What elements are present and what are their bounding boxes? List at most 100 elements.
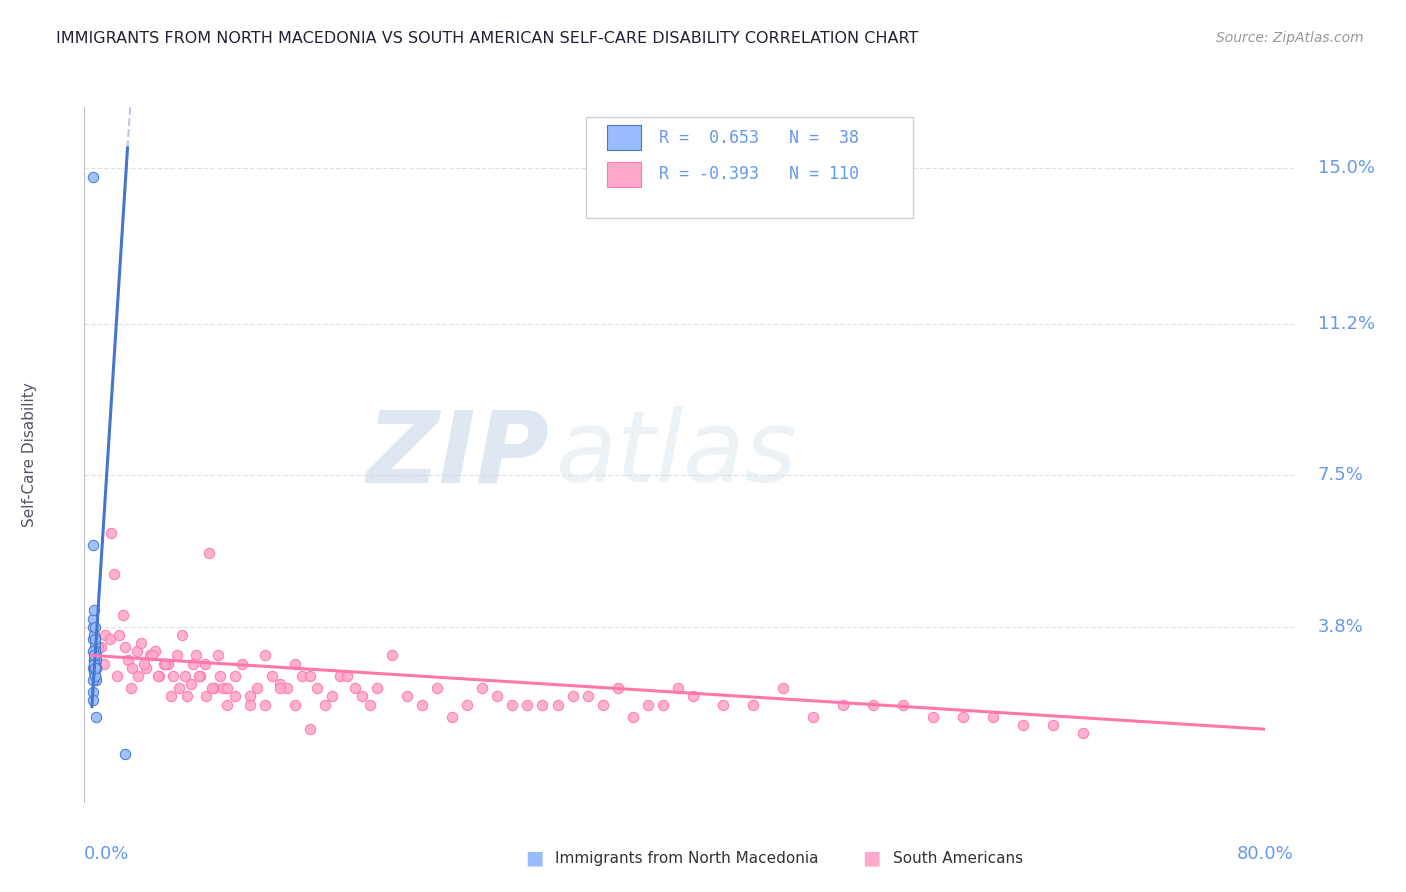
Point bbox=[284, 698, 307, 712]
Point bbox=[606, 681, 628, 696]
Text: R =  0.653   N =  38: R = 0.653 N = 38 bbox=[659, 128, 859, 146]
Point bbox=[107, 669, 129, 683]
Point bbox=[952, 710, 974, 724]
Point bbox=[141, 648, 163, 663]
Text: 15.0%: 15.0% bbox=[1317, 160, 1375, 178]
Text: 7.5%: 7.5% bbox=[1317, 467, 1364, 484]
Point bbox=[343, 681, 366, 696]
Point bbox=[195, 690, 218, 704]
Point bbox=[170, 628, 193, 642]
Point bbox=[471, 681, 494, 696]
Point bbox=[193, 657, 215, 671]
Point bbox=[84, 652, 107, 666]
Point bbox=[298, 669, 321, 683]
Bar bbox=[607, 125, 641, 150]
Point bbox=[772, 681, 794, 696]
Point bbox=[207, 648, 229, 663]
Point bbox=[637, 698, 659, 712]
Point bbox=[84, 661, 107, 675]
Point bbox=[84, 648, 107, 663]
Point bbox=[114, 640, 136, 655]
Point bbox=[82, 620, 104, 634]
Point bbox=[262, 669, 284, 683]
Point bbox=[547, 698, 569, 712]
Point bbox=[83, 603, 105, 617]
Point bbox=[198, 546, 221, 560]
Point bbox=[83, 632, 105, 646]
Point bbox=[666, 681, 689, 696]
Point bbox=[711, 698, 734, 712]
Point bbox=[153, 657, 176, 671]
Point bbox=[146, 669, 169, 683]
Point bbox=[125, 644, 148, 658]
Point bbox=[561, 690, 583, 704]
Point bbox=[100, 525, 122, 540]
Point bbox=[321, 690, 343, 704]
Point bbox=[86, 661, 108, 675]
Point bbox=[651, 698, 673, 712]
Point bbox=[84, 661, 107, 675]
Point bbox=[94, 628, 117, 642]
Point bbox=[592, 698, 614, 712]
Point bbox=[832, 698, 855, 712]
Point bbox=[83, 669, 105, 683]
Point bbox=[82, 169, 104, 184]
Point bbox=[114, 747, 136, 761]
Point bbox=[359, 698, 381, 712]
Point bbox=[166, 648, 188, 663]
Point bbox=[131, 636, 153, 650]
Point bbox=[180, 677, 202, 691]
Point bbox=[112, 607, 135, 622]
Text: ■: ■ bbox=[524, 848, 544, 868]
Point bbox=[1012, 718, 1035, 732]
Point bbox=[215, 681, 238, 696]
Point bbox=[82, 685, 104, 699]
Bar bbox=[607, 161, 641, 187]
Point bbox=[922, 710, 945, 724]
Text: R = -0.393   N = 110: R = -0.393 N = 110 bbox=[659, 165, 859, 184]
Point bbox=[160, 690, 183, 704]
Point bbox=[155, 657, 177, 671]
Point bbox=[352, 690, 374, 704]
Text: 3.8%: 3.8% bbox=[1317, 618, 1364, 636]
Point bbox=[741, 698, 763, 712]
Point bbox=[486, 690, 509, 704]
Point bbox=[231, 657, 253, 671]
Point bbox=[143, 644, 166, 658]
Point bbox=[682, 690, 704, 704]
Point bbox=[84, 632, 107, 646]
Point bbox=[224, 669, 246, 683]
Point bbox=[215, 698, 238, 712]
Point bbox=[87, 640, 110, 655]
Text: South Americans: South Americans bbox=[893, 851, 1024, 865]
Point bbox=[862, 698, 884, 712]
Point bbox=[187, 669, 209, 683]
Point bbox=[86, 710, 108, 724]
Point bbox=[90, 640, 112, 655]
Point bbox=[83, 620, 105, 634]
Point bbox=[83, 648, 105, 663]
Point bbox=[188, 669, 211, 683]
Point bbox=[298, 722, 321, 736]
Point bbox=[269, 681, 291, 696]
Point bbox=[93, 657, 115, 671]
Point bbox=[284, 657, 307, 671]
Point bbox=[135, 661, 157, 675]
Point bbox=[162, 669, 184, 683]
Point bbox=[108, 628, 131, 642]
Point bbox=[1042, 718, 1064, 732]
Point bbox=[84, 673, 107, 687]
Point bbox=[83, 661, 105, 675]
Point bbox=[148, 669, 170, 683]
Point bbox=[86, 648, 108, 663]
Point bbox=[181, 657, 204, 671]
Point bbox=[239, 698, 262, 712]
Point bbox=[246, 681, 269, 696]
Point bbox=[441, 710, 464, 724]
Point bbox=[176, 690, 198, 704]
Point bbox=[83, 652, 105, 666]
Point bbox=[83, 652, 105, 666]
Point bbox=[291, 669, 314, 683]
Point bbox=[134, 657, 156, 671]
Point bbox=[253, 648, 276, 663]
